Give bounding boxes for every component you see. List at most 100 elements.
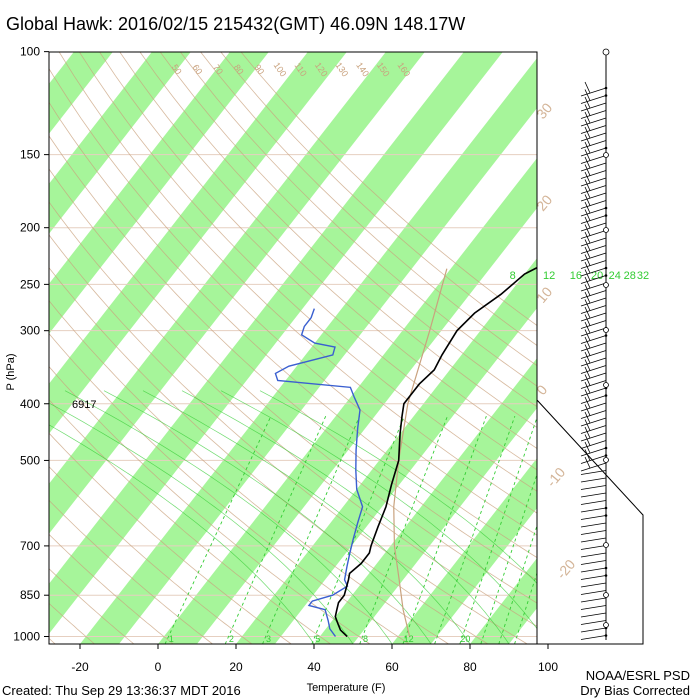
wind-barb bbox=[580, 530, 607, 535]
mixing-ratio-label: 5 bbox=[315, 634, 320, 644]
dry-adiabat bbox=[220, 52, 537, 347]
temperature-band bbox=[49, 52, 191, 234]
wind-barb bbox=[580, 492, 607, 498]
temperature-profile bbox=[334, 266, 537, 638]
wind-calm-circle bbox=[603, 152, 609, 158]
y-tick-label: 850 bbox=[20, 588, 40, 602]
dry-adiabat-label: 90 bbox=[252, 62, 266, 76]
wind-dot bbox=[604, 94, 608, 97]
x-tick-label: 100 bbox=[538, 660, 558, 674]
wind-barb-flag bbox=[584, 276, 591, 289]
dry-adiabat bbox=[49, 300, 450, 644]
mixing-ratio-line bbox=[459, 416, 537, 644]
wind-barb bbox=[580, 290, 607, 299]
wind-barb-flag bbox=[584, 186, 591, 199]
wind-barb bbox=[580, 627, 607, 633]
wind-barb-flag bbox=[584, 104, 591, 116]
x-tick-label: 80 bbox=[463, 660, 477, 674]
wind-barb-flag bbox=[584, 344, 591, 356]
wind-barb-flag bbox=[584, 366, 591, 379]
wind-dot bbox=[604, 506, 608, 510]
wind-calm-circle bbox=[603, 327, 609, 333]
temperature-band bbox=[49, 52, 269, 334]
wind-barb bbox=[580, 462, 607, 472]
mixing-ratio-line bbox=[480, 472, 537, 644]
wind-barb-flag bbox=[584, 351, 591, 364]
wind-barb bbox=[580, 312, 607, 322]
wind-barb-flag bbox=[584, 254, 591, 266]
dry-adiabat bbox=[49, 333, 410, 644]
wind-barb-flag bbox=[584, 246, 591, 259]
wind-barb bbox=[580, 620, 607, 625]
dry-adiabat bbox=[49, 602, 96, 644]
mixing-ratio-label: 2 bbox=[229, 634, 234, 644]
wind-barb bbox=[580, 455, 607, 464]
wind-barb bbox=[580, 200, 607, 209]
wind-barb-flag bbox=[584, 156, 591, 169]
parcel-path bbox=[393, 268, 448, 637]
mixing-ratio-label: 8 bbox=[510, 270, 516, 282]
wind-barb bbox=[580, 117, 607, 127]
wind-barb bbox=[580, 485, 607, 490]
wind-barb-flag bbox=[584, 329, 591, 341]
wind-barb bbox=[580, 440, 607, 449]
mixing-ratio-label: 1 bbox=[169, 634, 174, 644]
wind-dot bbox=[604, 214, 608, 217]
wind-barb bbox=[580, 500, 607, 505]
x-tick-label: 60 bbox=[385, 660, 399, 674]
wind-dot bbox=[604, 514, 608, 517]
wind-dot bbox=[604, 86, 608, 90]
mixing-ratio-label: 24 bbox=[609, 270, 621, 282]
wind-barb-flag bbox=[584, 96, 591, 109]
wind-barb bbox=[580, 260, 607, 269]
wind-barb bbox=[580, 507, 607, 513]
wind-barb bbox=[580, 252, 607, 262]
moist-adiabat bbox=[64, 390, 393, 644]
y-tick-label: 100 bbox=[20, 45, 40, 59]
wind-area-outline bbox=[536, 52, 644, 645]
wind-barb-flag bbox=[584, 396, 591, 409]
wind-calm-circle bbox=[603, 592, 609, 598]
moist-adiabat bbox=[259, 390, 537, 584]
moist-adiabat bbox=[49, 402, 354, 644]
dry-adiabat bbox=[49, 234, 528, 644]
dry-adiabat bbox=[49, 466, 253, 644]
wind-barb bbox=[580, 230, 607, 239]
wind-barb bbox=[580, 282, 607, 292]
wind-barb bbox=[580, 335, 607, 344]
wind-barb-flag bbox=[584, 359, 591, 371]
wind-barb bbox=[580, 387, 607, 397]
wind-barb bbox=[580, 515, 607, 520]
mixing-ratio-line bbox=[359, 415, 448, 644]
moist-adiabat bbox=[181, 390, 510, 644]
wind-barb bbox=[580, 192, 607, 202]
wind-barb-flag bbox=[584, 201, 591, 214]
temperature-band bbox=[158, 158, 537, 644]
wind-barb bbox=[580, 470, 607, 475]
y-tick-label: 400 bbox=[20, 397, 40, 411]
wind-barb-flag bbox=[584, 374, 591, 386]
credit-noaa: NOAA/ESRL PSD bbox=[586, 668, 690, 683]
wind-barb-flag bbox=[584, 419, 591, 431]
moist-adiabat bbox=[103, 390, 432, 644]
wind-barb bbox=[580, 275, 607, 284]
wind-barb-flag bbox=[584, 261, 591, 274]
wind-barb-flag bbox=[584, 89, 591, 101]
wind-barb bbox=[580, 320, 607, 329]
moist-adiabat bbox=[49, 424, 315, 644]
y-tick-label: 200 bbox=[20, 221, 40, 235]
wind-dot bbox=[604, 454, 608, 457]
wind-barb bbox=[580, 222, 607, 232]
wind-barb-flag bbox=[584, 321, 591, 334]
wind-barb bbox=[580, 357, 607, 367]
wind-dot bbox=[604, 266, 608, 270]
wind-barb-flag bbox=[584, 216, 591, 229]
wind-barb bbox=[580, 350, 607, 359]
wind-barb bbox=[580, 597, 607, 603]
wind-barb bbox=[580, 245, 607, 254]
wind-barb bbox=[580, 522, 607, 528]
credit-dry-bias: Dry Bias Corrected bbox=[580, 683, 690, 698]
dry-adiabat-label: 70 bbox=[211, 62, 225, 76]
temperature-band bbox=[470, 558, 537, 644]
y-tick-label: 300 bbox=[20, 324, 40, 338]
